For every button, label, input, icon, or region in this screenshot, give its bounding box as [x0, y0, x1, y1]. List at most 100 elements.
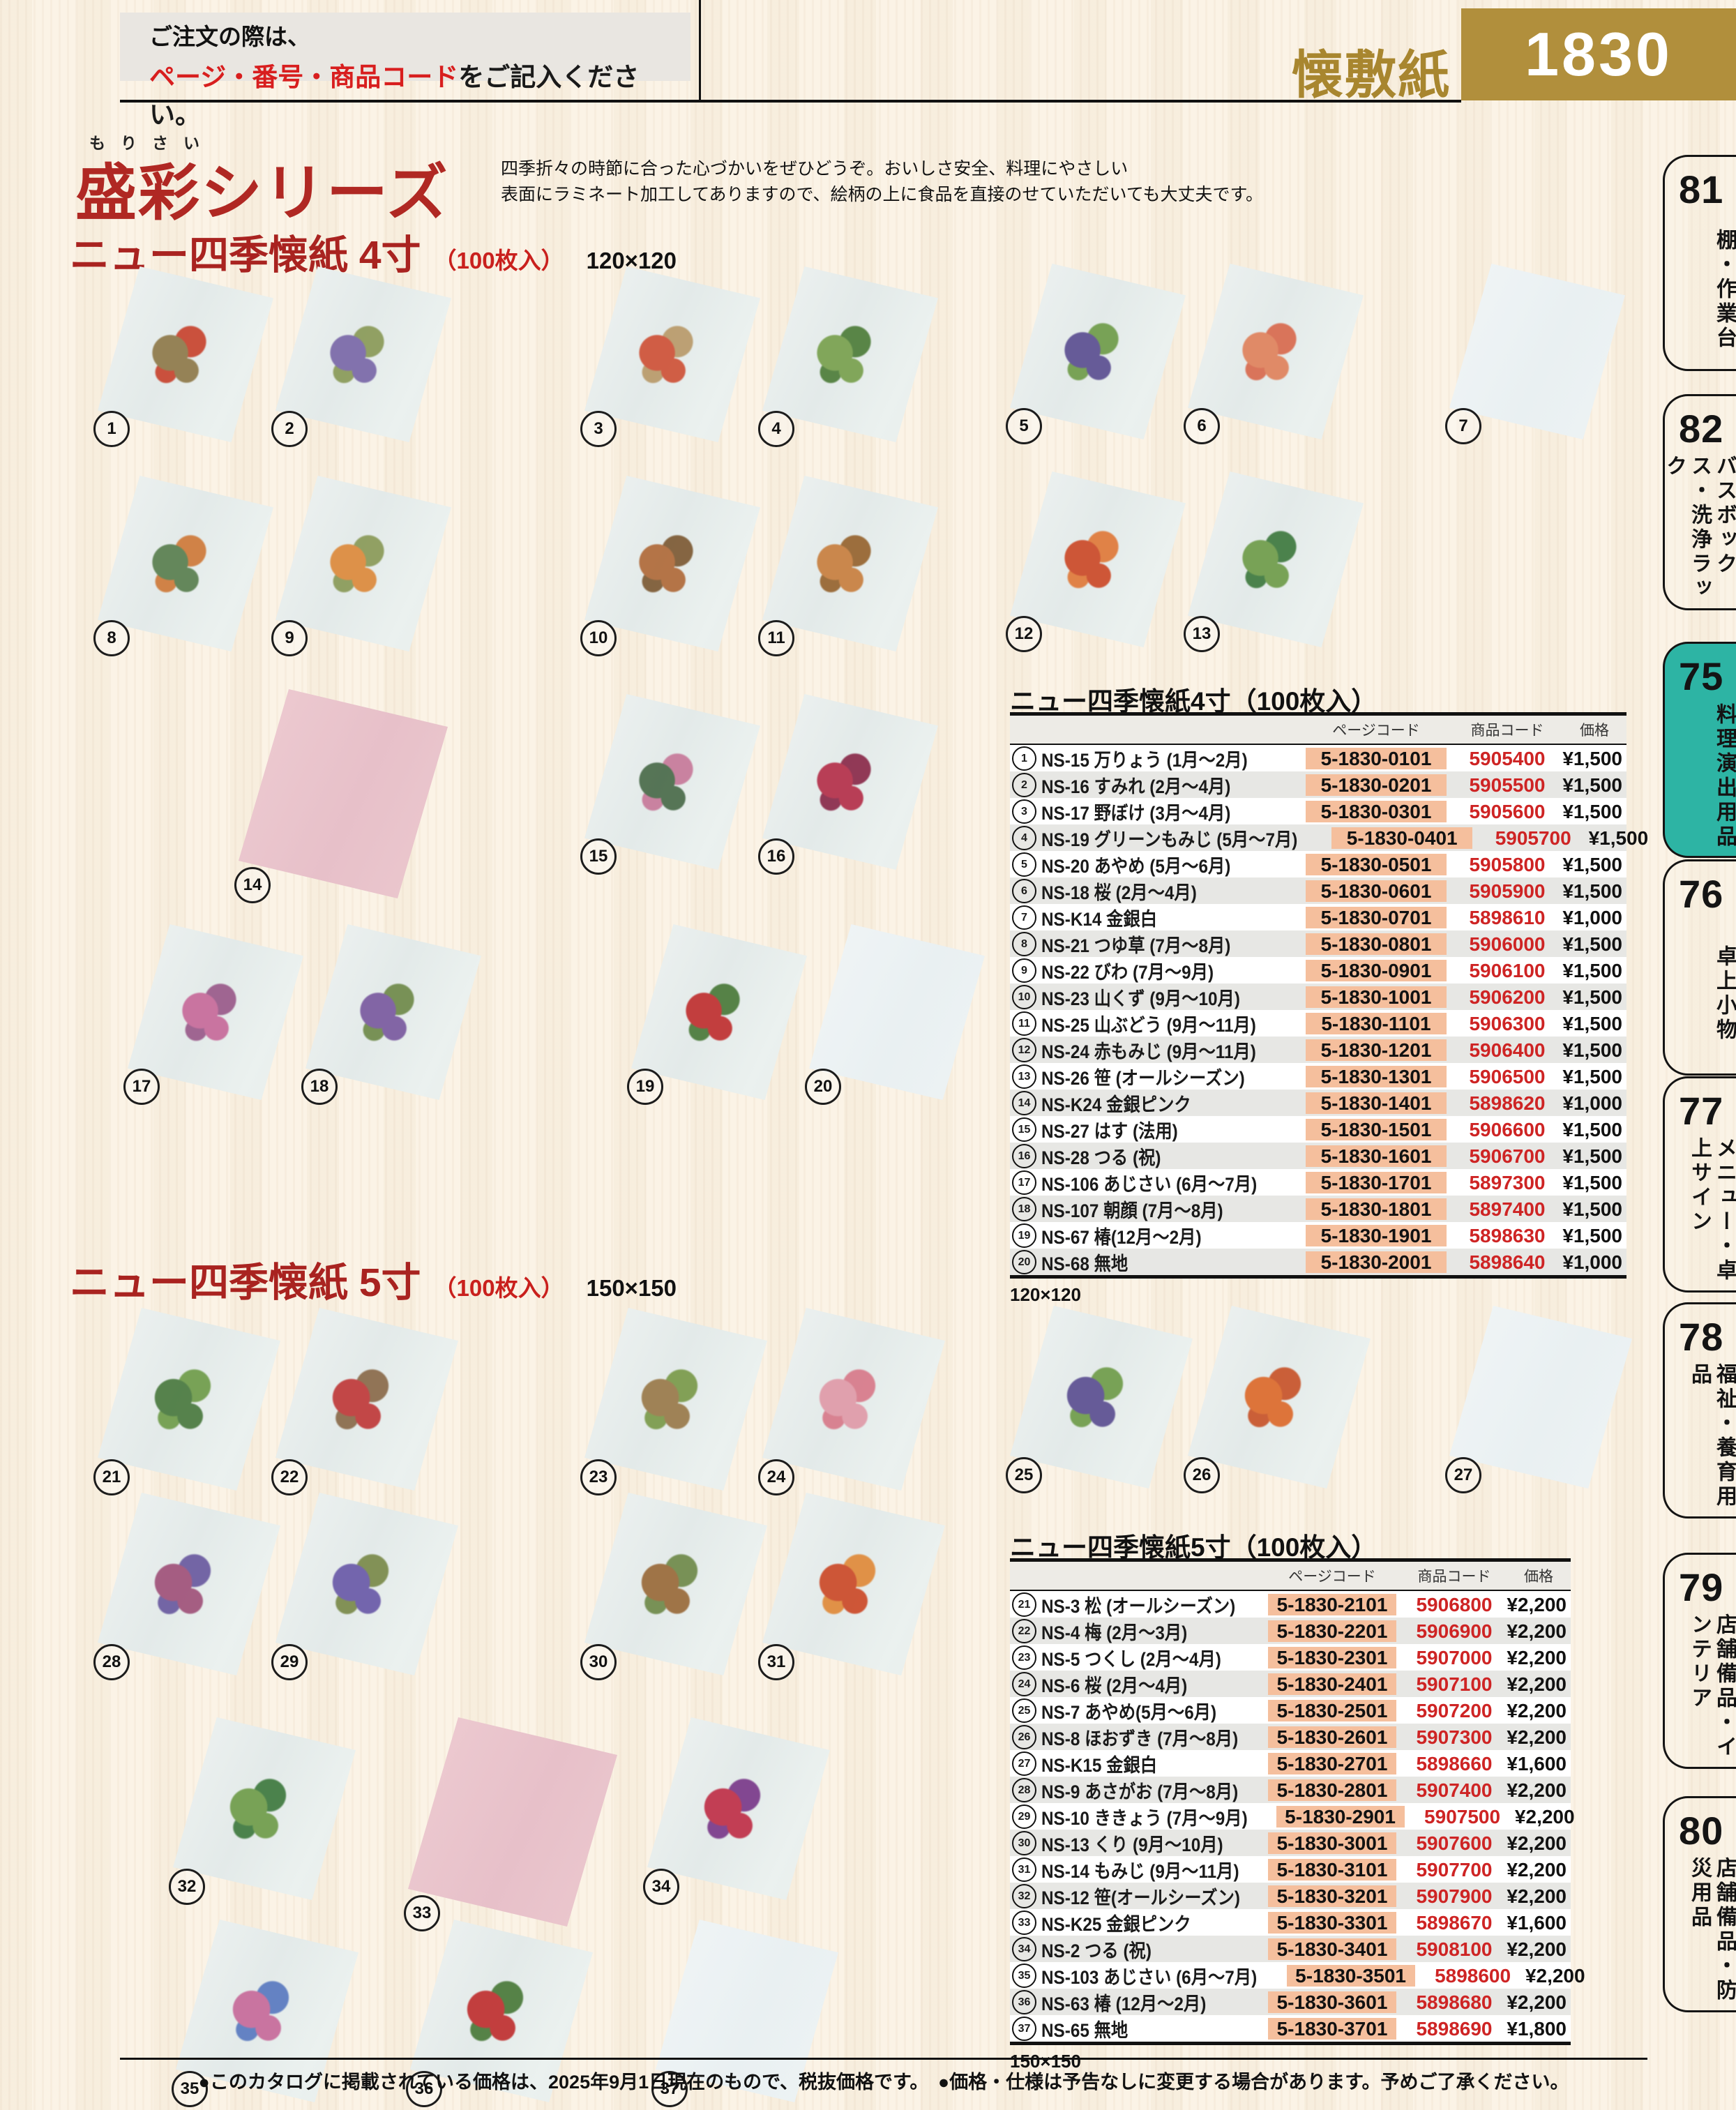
row-number-badge: 28 [1012, 1778, 1036, 1802]
item-number-badge: 31 [758, 1644, 794, 1680]
sidebar-tab-number: 77 [1679, 1089, 1724, 1133]
table-row: 18 NS-107 朝顔 (7月～8月) 5-1830-1801 5897400 ¥1,… [1010, 1196, 1626, 1222]
row-number-badge: 17 [1012, 1170, 1036, 1195]
product-name: NS-18 桜 (2月～4月) [1041, 882, 1197, 903]
cell-page-code: 5-1830-3501 [1286, 1965, 1415, 1987]
floral-motif [804, 315, 886, 397]
floral-motif [216, 1768, 301, 1853]
cell-product-code: 5905600 [1469, 800, 1546, 822]
cell-product-code: 5905400 [1469, 747, 1546, 769]
table-header-row: ページコード 商品コード 価格 [1010, 716, 1626, 745]
product-name: NS-27 はす (法用) [1041, 1121, 1178, 1142]
row-number-badge: 23 [1012, 1645, 1036, 1670]
item-number-badge: 14 [234, 867, 271, 903]
paper-sample-25 [1010, 1306, 1193, 1489]
cell-product-name: 11 NS-25 山ぶどう (9月～11月) [1010, 1010, 1300, 1037]
cell-price: ¥2,200 [1507, 1646, 1567, 1668]
item-number-badge: 33 [404, 1895, 440, 1931]
table-row: 26 NS-8 ほおずき (7月～8月) 5-1830-2601 5907300 ¥2,… [1010, 1724, 1571, 1750]
floral-motif [626, 743, 708, 824]
table-header-page-code: ページコード [1332, 723, 1420, 739]
floral-motif [1230, 312, 1311, 394]
cell-page-code: 5-1830-2701 [1268, 1753, 1396, 1774]
table-row: 34 NS-2 つる (祝) 5-1830-3401 5908100 ¥2,200 [1010, 1936, 1571, 1962]
cell-product-name: 16 NS-28 つる (祝) [1010, 1143, 1300, 1170]
cell-page-code: 5-1830-3701 [1268, 2018, 1396, 2040]
table-title: ニュー四季懐紙5寸（100枚入） [1010, 1533, 1378, 1562]
item-number-badge: 9 [271, 620, 308, 656]
cell-product-code: 5907300 [1416, 1726, 1493, 1748]
table-row: 6 NS-18 桜 (2月～4月) 5-1830-0601 5905900 ¥1,500 [1010, 877, 1626, 904]
product-item-19: 19 [627, 924, 807, 1114]
cell-price: ¥1,500 [1562, 1198, 1622, 1220]
cell-page-code: 5-1830-0801 [1306, 933, 1447, 955]
item-number-badge: 34 [643, 1869, 679, 1905]
cell-product-name: 28 NS-9 あさがお (7月～8月) [1010, 1777, 1262, 1804]
cell-product-name: 1 NS-15 万りょう (1月～2月) [1010, 745, 1300, 772]
table-row: 31 NS-14 もみじ (9月～11月) 5-1830-3101 5907700 ¥2… [1010, 1856, 1571, 1883]
cell-price: ¥1,500 [1562, 774, 1622, 796]
sidebar-tab-label: 店舗備品・防災用品 [1688, 1857, 1736, 2003]
table-row: 24 NS-6 桜 (2月～4月) 5-1830-2401 5907100 ¥2,200 [1010, 1671, 1571, 1697]
row-number-badge: 37 [1012, 2017, 1036, 2041]
product-name: NS-106 あじさい (6月～7月) [1041, 1174, 1258, 1195]
section-title: ニュー四季懐紙 5寸 [70, 1260, 421, 1305]
product-name: NS-12 笹(オールシーズン) [1041, 1887, 1241, 1908]
product-item-6: 6 [1184, 264, 1364, 453]
row-number-badge: 8 [1012, 932, 1036, 956]
item-number-badge: 35 [172, 2071, 208, 2107]
series-description: 四季折々の時節に合った心づかいをぜひどうぞ。おいしさ安全、料理にやさしい 表面に… [501, 156, 1263, 208]
cell-product-name: 20 NS-68 無地 [1010, 1249, 1300, 1276]
cell-page-code: 5-1830-0901 [1306, 960, 1447, 981]
cell-price: ¥1,000 [1562, 1251, 1622, 1273]
cell-price: ¥1,500 [1562, 1224, 1622, 1246]
product-name: NS-107 朝顔 (7月～8月) [1041, 1200, 1223, 1221]
row-number-badge: 19 [1012, 1223, 1036, 1248]
cell-product-name: 6 NS-18 桜 (2月～4月) [1010, 877, 1300, 905]
cell-product-code: 5908100 [1416, 1938, 1493, 1960]
sidebar-tab-79: 79 店舗備品・インテリア [1663, 1553, 1736, 1769]
product-name: NS-13 くり (9月～10月) [1041, 1834, 1223, 1855]
item-number-badge: 32 [169, 1869, 205, 1905]
table-row: 1 NS-15 万りょう (1月～2月) 5-1830-0101 5905400 ¥1,… [1010, 745, 1626, 771]
cell-page-code: 5-1830-3301 [1268, 1912, 1396, 1934]
floral-motif [317, 525, 399, 606]
cell-product-name: 17 NS-106 あじさい (6月～7月) [1010, 1169, 1300, 1196]
cell-price: ¥1,500 [1562, 959, 1622, 981]
paper-sample-16 [762, 694, 938, 870]
floral-motif [626, 525, 708, 606]
series-description-line1: 四季折々の時節に合った心づかいをぜひどうぞ。おいしさ安全、料理にやさしい [501, 159, 1129, 179]
cell-product-code: 5906500 [1469, 1065, 1546, 1087]
cell-product-code: 5898630 [1469, 1224, 1546, 1246]
table-row: 11 NS-25 山ぶどう (9月～11月) 5-1830-1101 5906300 ¥… [1010, 1010, 1626, 1037]
sidebar-tab-label: メニュー・卓上サイン [1688, 1137, 1736, 1283]
item-number-badge: 8 [93, 620, 130, 656]
floral-motif [804, 525, 886, 606]
product-item-16: 16 [758, 694, 938, 884]
row-number-badge: 36 [1012, 1990, 1036, 2014]
cell-product-name: 24 NS-6 桜 (2月～4月) [1010, 1671, 1262, 1698]
cell-page-code: 5-1830-2301 [1268, 1647, 1396, 1668]
cell-page-code: 5-1830-1801 [1306, 1198, 1447, 1220]
cell-page-code: 5-1830-3201 [1268, 1885, 1396, 1907]
cell-price: ¥1,500 [1562, 747, 1622, 769]
item-number-badge: 20 [805, 1069, 841, 1105]
product-name: NS-63 椿 (12月～2月) [1041, 1994, 1207, 2014]
item-number-badge: 21 [93, 1459, 130, 1495]
product-item-33: 33 [404, 1717, 617, 1941]
sidebar-tab-76: 76 卓上小物 [1663, 859, 1736, 1076]
table-row: 20 NS-68 無地 5-1830-2001 5898640 ¥1,000 [1010, 1249, 1626, 1275]
product-item-12: 12 [1006, 472, 1186, 661]
table-row: 3 NS-17 野ぼけ (3月～4月) 5-1830-0301 5905600 ¥1,5… [1010, 798, 1626, 824]
sidebar-tab-number: 80 [1679, 1809, 1724, 1853]
cell-product-name: 18 NS-107 朝顔 (7月～8月) [1010, 1196, 1300, 1223]
cell-product-name: 8 NS-21 つゆ草 (7月～8月) [1010, 930, 1300, 958]
floral-motif [1053, 1357, 1138, 1441]
table-header-price: 価格 [1580, 723, 1609, 739]
product-item-3: 3 [580, 266, 760, 456]
sidebar-tab-number: 75 [1679, 654, 1724, 698]
cell-page-code: 5-1830-0701 [1306, 907, 1447, 928]
product-name: NS-8 ほおずき (7月～8月) [1041, 1728, 1239, 1749]
floral-motif [1052, 312, 1133, 394]
